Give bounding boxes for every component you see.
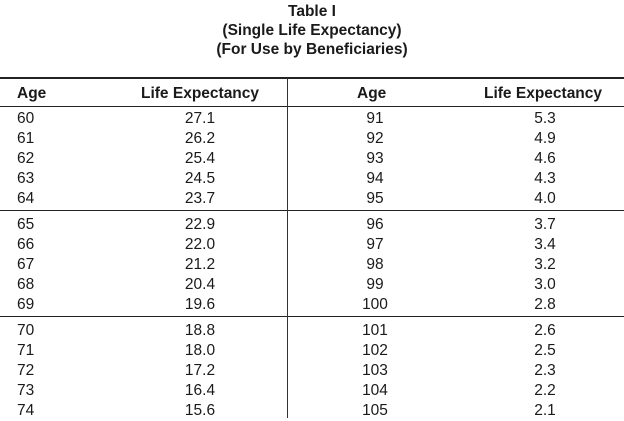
header-bottom-rule (0, 106, 624, 107)
life-expectancy-cell-left: 20.4 (184, 276, 216, 293)
life-expectancy-cell-left: 19.6 (184, 296, 216, 313)
life-expectancy-cell-left: 16.4 (184, 382, 216, 399)
life-expectancy-cell-left: 22.0 (184, 236, 216, 253)
age-cell-right: 98 (366, 256, 384, 273)
age-cell-right: 104 (362, 382, 388, 399)
life-expectancy-cell-left: 22.9 (184, 216, 216, 233)
age-cell-left: 65 (17, 216, 35, 233)
age-cell-right: 93 (366, 150, 384, 167)
header-top-rule (0, 77, 624, 79)
age-cell-right: 95 (366, 190, 384, 207)
life-expectancy-cell-right: 4.0 (534, 190, 556, 207)
life-expectancy-cell-right: 2.2 (534, 382, 556, 399)
life-expectancy-cell-right: 2.1 (534, 402, 556, 419)
table-title: Table I (288, 3, 336, 20)
age-cell-right: 91 (366, 110, 384, 127)
age-cell-left: 61 (17, 130, 35, 147)
age-cell-right: 105 (362, 402, 388, 419)
age-cell-left: 69 (17, 296, 35, 313)
age-cell-right: 99 (366, 276, 384, 293)
life-expectancy-cell-left: 25.4 (184, 150, 216, 167)
age-cell-right: 103 (362, 362, 388, 379)
life-expectancy-cell-left: 27.1 (184, 110, 216, 127)
age-cell-left: 60 (17, 110, 35, 127)
age-cell-right: 92 (366, 130, 384, 147)
age-cell-right: 101 (362, 322, 388, 339)
life-expectancy-cell-right: 3.4 (534, 236, 556, 253)
life-expectancy-cell-right: 3.0 (534, 276, 556, 293)
age-cell-left: 67 (17, 256, 35, 273)
header-age-right: Age (357, 85, 387, 102)
life-expectancy-cell-right: 2.8 (534, 296, 556, 313)
life-expectancy-cell-left: 17.2 (184, 362, 216, 379)
age-cell-left: 64 (17, 190, 35, 207)
life-expectancy-cell-left: 18.0 (184, 342, 216, 359)
age-cell-left: 62 (17, 150, 35, 167)
age-cell-left: 70 (17, 322, 35, 339)
age-cell-right: 97 (366, 236, 384, 253)
age-cell-right: 94 (366, 170, 384, 187)
age-cell-left: 74 (17, 402, 35, 419)
column-divider (287, 78, 288, 418)
age-cell-left: 72 (17, 362, 35, 379)
age-cell-left: 73 (17, 382, 35, 399)
group-divider (0, 210, 624, 211)
life-expectancy-cell-right: 2.3 (534, 362, 556, 379)
life-expectancy-cell-right: 4.9 (534, 130, 556, 147)
life-expectancy-cell-right: 3.2 (534, 256, 556, 273)
header-age-left: Age (17, 85, 47, 102)
group-divider (0, 316, 624, 317)
life-expectancy-cell-right: 3.7 (534, 216, 556, 233)
life-expectancy-cell-right: 5.3 (534, 110, 556, 127)
life-expectancy-cell-left: 24.5 (184, 170, 216, 187)
table-subtitle: (Single Life Expectancy) (222, 22, 402, 39)
age-cell-right: 96 (366, 216, 384, 233)
life-expectancy-cell-left: 21.2 (184, 256, 216, 273)
age-cell-left: 63 (17, 170, 35, 187)
age-cell-right: 102 (362, 342, 388, 359)
life-expectancy-cell-left: 26.2 (184, 130, 216, 147)
life-expectancy-cell-left: 18.8 (184, 322, 216, 339)
header-life-expectancy-left: Life Expectancy (141, 85, 260, 102)
life-expectancy-cell-right: 2.5 (534, 342, 556, 359)
life-expectancy-cell-right: 4.3 (534, 170, 556, 187)
table-usage-note: (For Use by Beneficiaries) (216, 41, 408, 58)
header-life-expectancy-right: Life Expectancy (484, 85, 603, 102)
age-cell-left: 71 (17, 342, 35, 359)
age-cell-right: 100 (362, 296, 388, 313)
age-cell-left: 66 (17, 236, 35, 253)
life-expectancy-cell-right: 4.6 (534, 150, 556, 167)
life-expectancy-cell-right: 2.6 (534, 322, 556, 339)
age-cell-left: 68 (17, 276, 35, 293)
life-expectancy-cell-left: 15.6 (184, 402, 216, 419)
life-expectancy-cell-left: 23.7 (184, 190, 216, 207)
